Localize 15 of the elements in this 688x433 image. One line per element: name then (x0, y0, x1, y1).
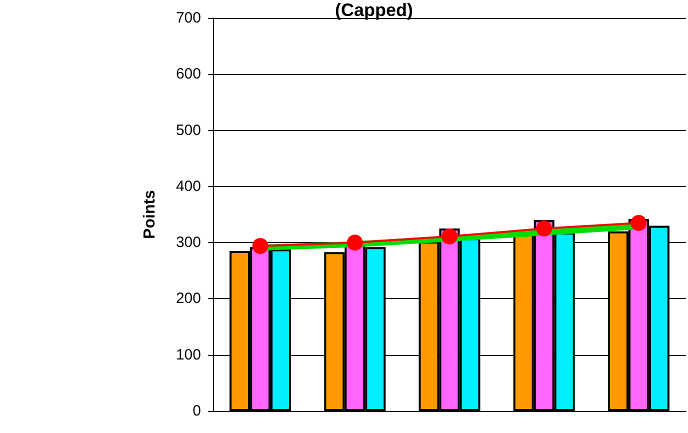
point (442, 228, 458, 244)
point (536, 220, 552, 237)
y-tick-label: 600 (176, 66, 201, 83)
point (346, 234, 363, 251)
y-tick-label: 0 (192, 402, 201, 420)
y-tick-label: 200 (176, 290, 201, 308)
y-tick-label: 100 (176, 346, 201, 364)
y-tick-label: 700 (176, 10, 201, 26)
y-tick-label: 400 (176, 178, 201, 195)
point (630, 214, 647, 231)
chart-title: (Capped) (335, 0, 413, 20)
point (252, 238, 268, 254)
y-tick-label: 300 (176, 234, 201, 252)
y-tick-label: 500 (176, 122, 201, 139)
y-axis-title: Points (142, 190, 158, 239)
